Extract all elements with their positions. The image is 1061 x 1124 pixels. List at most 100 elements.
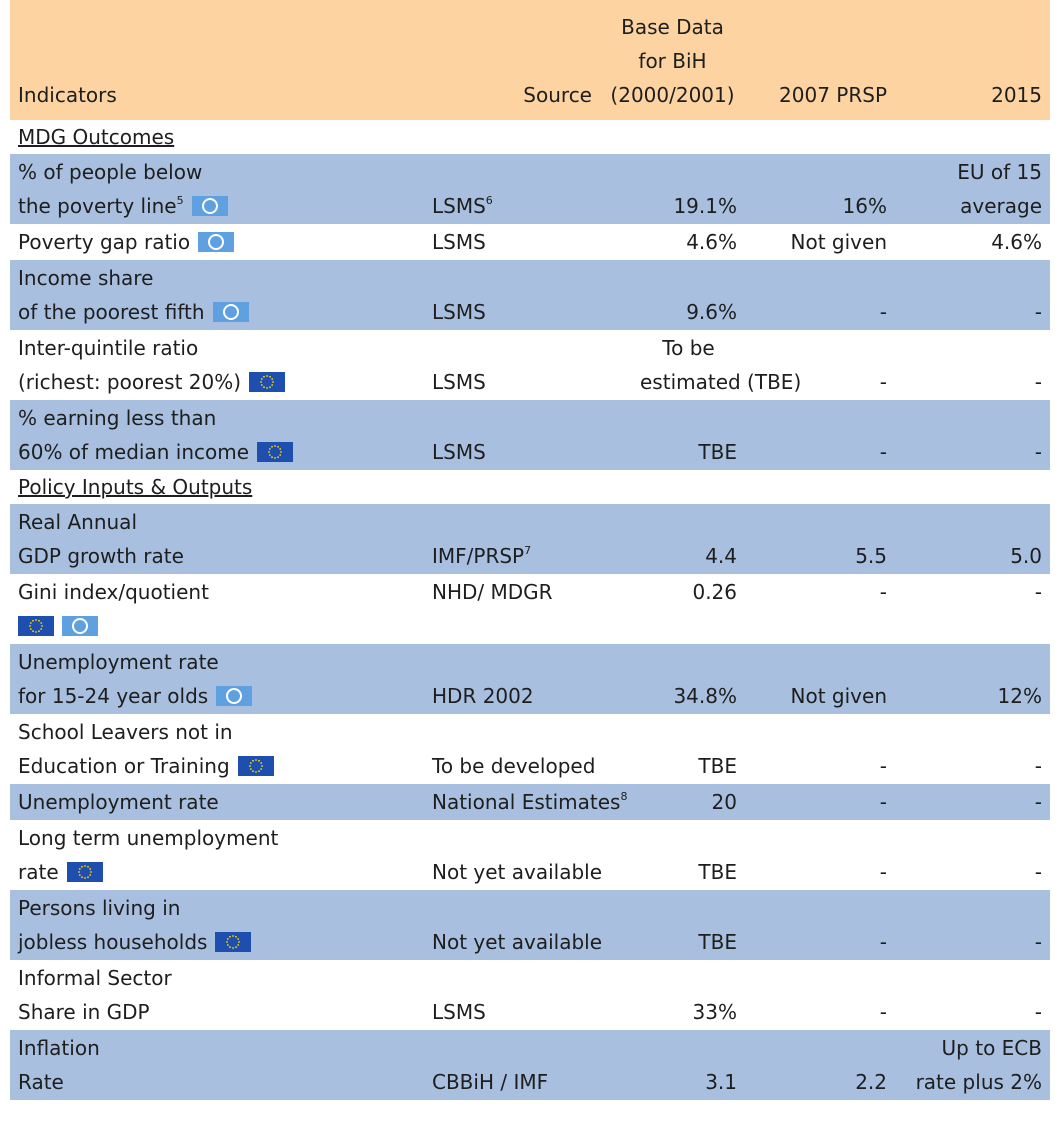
target-value: - [1034, 860, 1042, 884]
target-cell: - [895, 890, 1050, 960]
header-cell: 2007 PRSP [745, 0, 895, 120]
eu-flag-icon [66, 862, 103, 882]
header-cell: Indicators [10, 0, 420, 120]
indicator-text: % of people below [18, 160, 203, 184]
source-cell: Not yet available [420, 820, 602, 890]
prsp-value: - [879, 300, 887, 324]
data-row: Gini index/quotient NHD/ MDGR 0.26 - - [10, 574, 1050, 644]
target-value: - [1034, 370, 1042, 394]
prsp-value: Not given [790, 230, 887, 254]
indicator-text: Education or Training [18, 754, 230, 778]
base-cell: TBE [600, 714, 745, 784]
base-cell: TBE [600, 820, 745, 890]
indicator-text: GDP growth rate [18, 544, 184, 568]
indicator-text: Gini index/quotient [18, 580, 209, 604]
indicator-line: the poverty line5 [18, 189, 412, 223]
base-value: 20 [711, 790, 737, 814]
prsp-value: - [879, 370, 887, 394]
indicator-line: Unemployment rate [18, 645, 412, 679]
indicator-cell: Poverty gap ratio [10, 224, 420, 260]
prsp-value: - [879, 1000, 887, 1024]
data-row: Long term unemployment rate Not yet availa… [10, 820, 1050, 890]
indicator-cell: Informal Sector Share in GDP [10, 960, 420, 1030]
header-row: Indicators Source Base Data for BiH (200… [10, 0, 1050, 120]
target-cell: - [895, 260, 1050, 330]
base-cell: TBE [600, 890, 745, 960]
target-cell: - [895, 714, 1050, 784]
un-flag-icon [191, 196, 228, 216]
indicator-text: of the poorest fifth [18, 300, 205, 324]
icon-line [10, 609, 412, 643]
indicator-line: Inflation [18, 1031, 412, 1065]
data-row: Real Annual GDP growth rate IMF/PRSP7 4.4 5.… [10, 504, 1050, 574]
target-cell: - [895, 784, 1050, 820]
indicator-text: Unemployment rate [18, 650, 219, 674]
header-text: for BiH [638, 49, 707, 73]
indicator-line: Income share [18, 261, 412, 295]
indicator-line: Poverty gap ratio [18, 225, 412, 259]
prsp-cell: - [745, 960, 895, 1030]
target-value: - [1034, 300, 1042, 324]
indicator-text: School Leavers not in [18, 720, 233, 744]
source-cell: To be developed [420, 714, 600, 784]
footnote-ref: 8 [620, 790, 628, 803]
indicator-text: % earning less than [18, 406, 217, 430]
indicator-line: Gini index/quotient [18, 575, 412, 609]
prsp-value: 5.5 [855, 544, 887, 568]
target-value: Up to ECB [941, 1036, 1042, 1060]
target-value: - [1034, 1000, 1042, 1024]
base-cell: 19.1% [600, 154, 745, 224]
source-text: Not yet available [432, 930, 603, 954]
indicator-line: Inter-quintile ratio [18, 331, 412, 365]
indicator-text: (richest: poorest 20%) [18, 370, 242, 394]
source-cell: National Estimates8 [420, 784, 627, 820]
indicator-text: rate [18, 860, 59, 884]
prsp-value: 2.2 [855, 1070, 887, 1094]
prsp-cell: Not given [745, 644, 895, 714]
indicator-text: Poverty gap ratio [18, 230, 191, 254]
source-text: LSMS [432, 370, 486, 394]
footnote-ref: 6 [485, 194, 493, 207]
base-cell: 3.1 [600, 1030, 745, 1100]
source-text: National Estimates [432, 790, 621, 814]
section-cell: MDG Outcomes [10, 120, 1050, 154]
header-cell: 2015 [895, 0, 1050, 120]
base-value: TBE [698, 860, 737, 884]
indicator-text: Informal Sector [18, 966, 172, 990]
prsp-cell: - [745, 400, 895, 470]
indicator-cell: % earning less than 60% of median income [10, 400, 420, 470]
indicator-line: 60% of median income [18, 435, 412, 469]
base-cell: To be estimated (TBE) [600, 330, 801, 400]
target-value: rate plus 2% [915, 1070, 1042, 1094]
target-cell: Up to ECB rate plus 2% [895, 1030, 1050, 1100]
indicator-line: Unemployment rate [18, 785, 412, 819]
base-cell: 0.26 [600, 574, 745, 644]
source-cell: NHD/ MDGR [420, 574, 600, 644]
source-text: LSMS [432, 1000, 486, 1024]
indicator-cell: Inflation Rate [10, 1030, 420, 1100]
indicator-line: of the poorest fifth [18, 295, 412, 329]
prsp-cell: - [745, 330, 895, 400]
source-text: LSMS [432, 300, 486, 324]
table-body: Indicators Source Base Data for BiH (200… [10, 0, 1050, 1100]
indicator-line: GDP growth rate [18, 539, 412, 573]
target-value: - [1034, 440, 1042, 464]
indicator-text: the poverty line [18, 194, 177, 218]
eu-flag-icon [18, 616, 54, 636]
data-row: Unemployment rate for 15-24 year olds HDR … [10, 644, 1050, 714]
prsp-value: 16% [842, 194, 887, 218]
source-cell: HDR 2002 [420, 644, 600, 714]
indicator-line: Share in GDP [18, 995, 412, 1029]
data-row: School Leavers not in Education or Traini… [10, 714, 1050, 784]
indicator-text: Real Annual [18, 510, 137, 534]
prsp-cell: - [745, 260, 895, 330]
section-title: MDG Outcomes [18, 125, 175, 149]
un-flag-icon [62, 616, 98, 636]
indicator-table: Indicators Source Base Data for BiH (200… [10, 0, 1050, 1100]
base-value: 0.26 [692, 580, 737, 604]
base-cell: 20 [600, 784, 745, 820]
eu-flag-icon [215, 932, 252, 952]
indicator-line: % of people below [18, 155, 412, 189]
source-cell: LSMS6 [420, 154, 600, 224]
indicator-cell: Unemployment rate for 15-24 year olds [10, 644, 420, 714]
